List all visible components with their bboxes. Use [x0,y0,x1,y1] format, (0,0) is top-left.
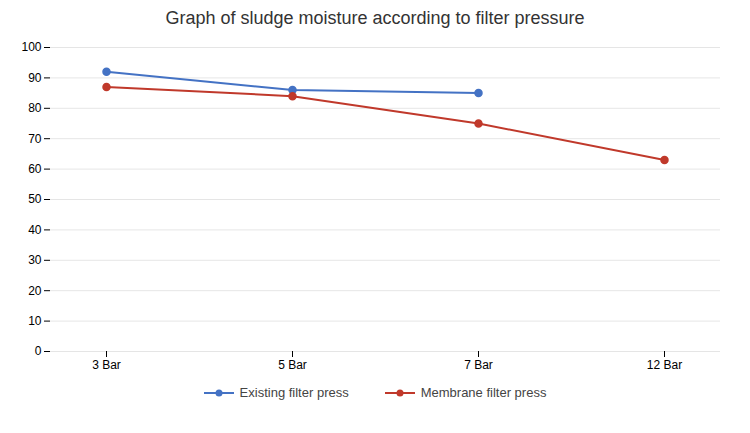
svg-text:0: 0 [35,344,42,358]
svg-text:7 Bar: 7 Bar [464,358,493,372]
svg-text:12 Bar: 12 Bar [647,358,682,372]
svg-text:50: 50 [28,192,42,206]
svg-text:10: 10 [28,314,42,328]
html-text:Existing filter press: Existing filter press [239,385,349,400]
html-text:Graph of sludge moisture accor: Graph of sludge moisture according to fi… [165,8,585,28]
svg-text:70: 70 [28,132,42,146]
svg-text:30: 30 [28,253,42,267]
svg-text:60: 60 [28,162,42,176]
svg-text:20: 20 [28,284,42,298]
svg-text:5 Bar: 5 Bar [278,358,307,372]
svg-text:3 Bar: 3 Bar [92,358,121,372]
svg-text:100: 100 [21,40,41,54]
svg-text:40: 40 [28,223,42,237]
svg-text:80: 80 [28,101,42,115]
html-text:Membrane filter press: Membrane filter press [420,385,547,400]
svg-text:90: 90 [28,71,42,85]
